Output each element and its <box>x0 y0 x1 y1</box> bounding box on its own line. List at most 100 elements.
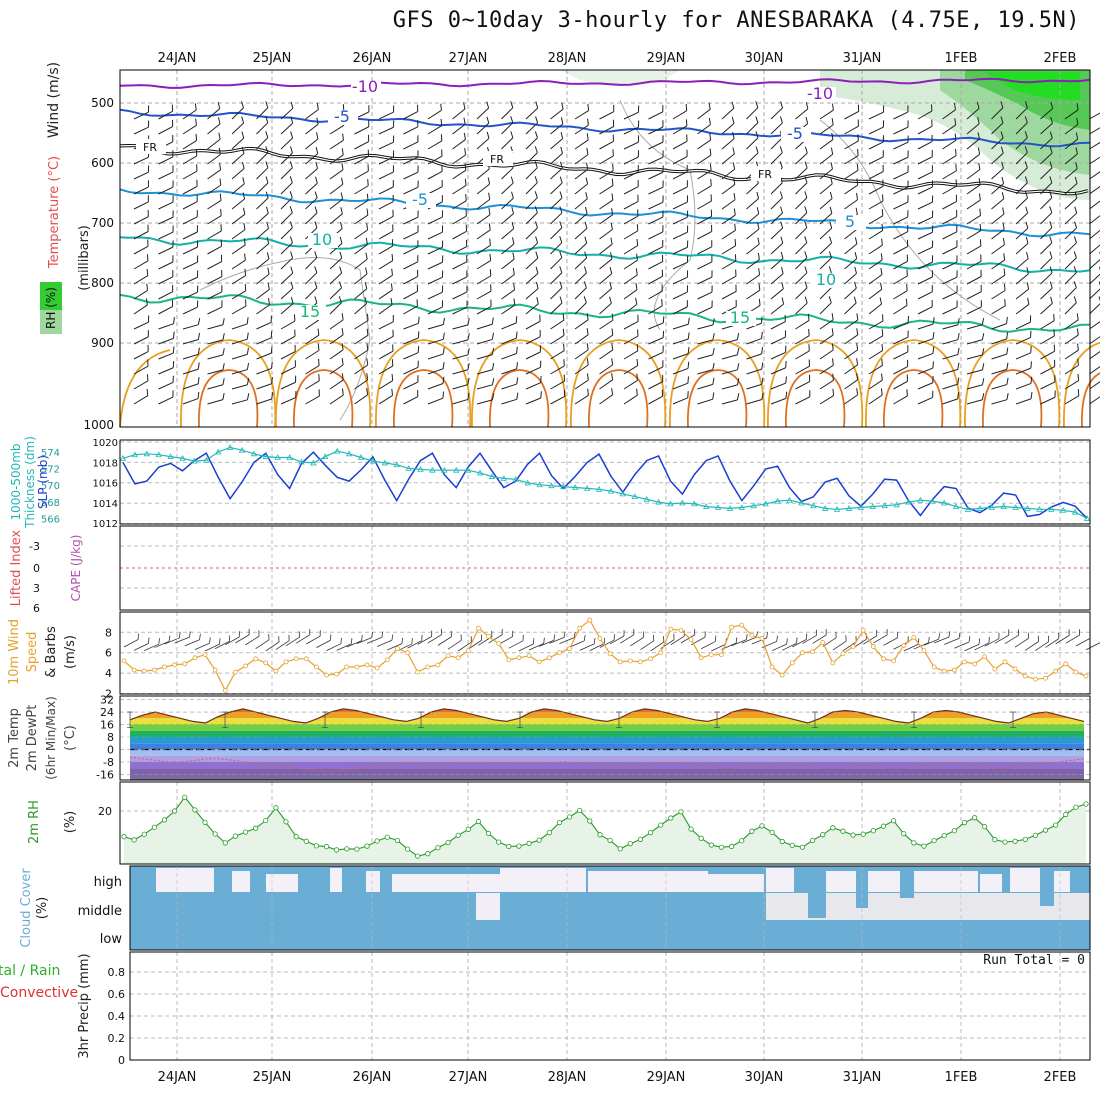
rh-marker <box>354 846 360 852</box>
wind-barb <box>256 377 273 390</box>
wind-barb <box>280 161 293 180</box>
wind-barb <box>378 135 395 150</box>
wind-barb <box>158 195 174 210</box>
wind-barb <box>893 135 909 150</box>
rh-marker <box>404 846 411 852</box>
wind-speed-marker <box>141 668 147 674</box>
wind-speed-marker <box>749 632 755 638</box>
run-total-label: Run Total = 0 <box>983 953 1085 968</box>
cloud-high-gap <box>156 868 214 892</box>
wind-barb <box>378 120 395 135</box>
minmax-bar <box>714 711 720 729</box>
wind-barb <box>1089 364 1100 375</box>
wind-speed-marker <box>445 653 451 659</box>
wind-barb <box>525 251 539 270</box>
rh-marker <box>870 828 876 834</box>
date-label-top: 28JAN <box>548 51 587 66</box>
contour-label-bg <box>406 193 436 208</box>
wind-barb <box>207 392 225 405</box>
wind-barb <box>746 101 759 120</box>
wind-barb <box>550 131 564 150</box>
wind-barb <box>158 240 174 255</box>
rh-marker <box>445 839 451 846</box>
wind-barb <box>701 635 717 650</box>
wind-barb <box>158 375 174 390</box>
temp-band <box>130 761 1084 769</box>
wind-barb <box>1064 147 1078 165</box>
wind-barb <box>893 180 909 195</box>
wind-barb <box>721 223 736 240</box>
thickness-marker <box>667 500 674 507</box>
wind-speed-marker <box>587 617 593 623</box>
wind-speed-marker <box>465 648 471 654</box>
wind-barb <box>1040 344 1056 360</box>
wind-barb <box>648 389 664 405</box>
wind-barb <box>917 270 933 285</box>
wind-barb <box>305 374 320 390</box>
wind-barb <box>280 236 293 255</box>
wind-barb <box>1015 392 1033 405</box>
wind-barb <box>207 239 223 255</box>
wind-barb <box>868 267 883 285</box>
rh-marker <box>739 838 745 844</box>
wind-barb <box>893 269 908 285</box>
wind-barb <box>942 255 958 270</box>
wind-barb <box>488 628 503 644</box>
wind-barb <box>721 637 738 650</box>
wind-barb <box>697 194 712 210</box>
wind-barb <box>1089 184 1100 195</box>
wind-barb <box>844 313 859 330</box>
wind-barb <box>182 362 200 375</box>
wind-speed-marker <box>182 661 188 667</box>
wind-barb <box>770 361 787 375</box>
wind-barb <box>280 266 294 285</box>
wind-barb <box>697 362 715 375</box>
wind-barb <box>868 194 884 210</box>
wind-barb <box>1064 281 1077 300</box>
rh-marker <box>425 851 431 857</box>
thickness-marker <box>179 455 186 461</box>
temp-band <box>130 774 1084 781</box>
wind-barb <box>574 177 589 195</box>
wind-barb <box>746 362 764 375</box>
wind-barb <box>942 347 960 360</box>
wind-barb <box>599 343 614 360</box>
wind-barb <box>1064 328 1079 345</box>
wind-barb <box>366 631 384 644</box>
rh-marker <box>1053 822 1059 828</box>
wind-barb <box>231 146 245 165</box>
wind-barb <box>525 116 539 135</box>
wind-barb <box>329 133 344 150</box>
wind-barb <box>721 348 740 360</box>
cloud-high-gap <box>588 871 708 892</box>
wind-barb <box>550 359 565 375</box>
wind-barb <box>539 634 556 647</box>
wind-barb <box>917 390 934 405</box>
isotherm-20 <box>767 339 864 428</box>
thickness-marker <box>417 465 424 472</box>
wind-barb <box>574 373 589 390</box>
wind-barb <box>133 374 149 390</box>
wind-barb <box>133 180 150 195</box>
precip-tick-label: 0 <box>118 1054 125 1067</box>
date-label-top: 27JAN <box>449 51 488 66</box>
wind-barb <box>770 376 787 390</box>
wind-barb <box>417 630 433 645</box>
cloud-high-gap <box>330 868 342 892</box>
wind-barb <box>403 331 420 345</box>
wind-barb <box>942 209 958 225</box>
wind-barb <box>1064 221 1078 240</box>
wind-speed-marker <box>232 669 238 675</box>
wind-barb <box>770 101 784 120</box>
rh-marker <box>759 823 765 829</box>
wind-barb <box>1040 236 1053 255</box>
wind-speed-marker <box>303 656 309 662</box>
wind-barb <box>893 636 909 650</box>
rh-marker <box>161 817 168 823</box>
wind-barb <box>207 147 221 165</box>
wind-barb <box>329 236 343 255</box>
wind-barb <box>672 134 688 150</box>
temp-band <box>130 724 1084 731</box>
wind-barb <box>623 282 638 300</box>
wind-barb <box>403 389 419 405</box>
